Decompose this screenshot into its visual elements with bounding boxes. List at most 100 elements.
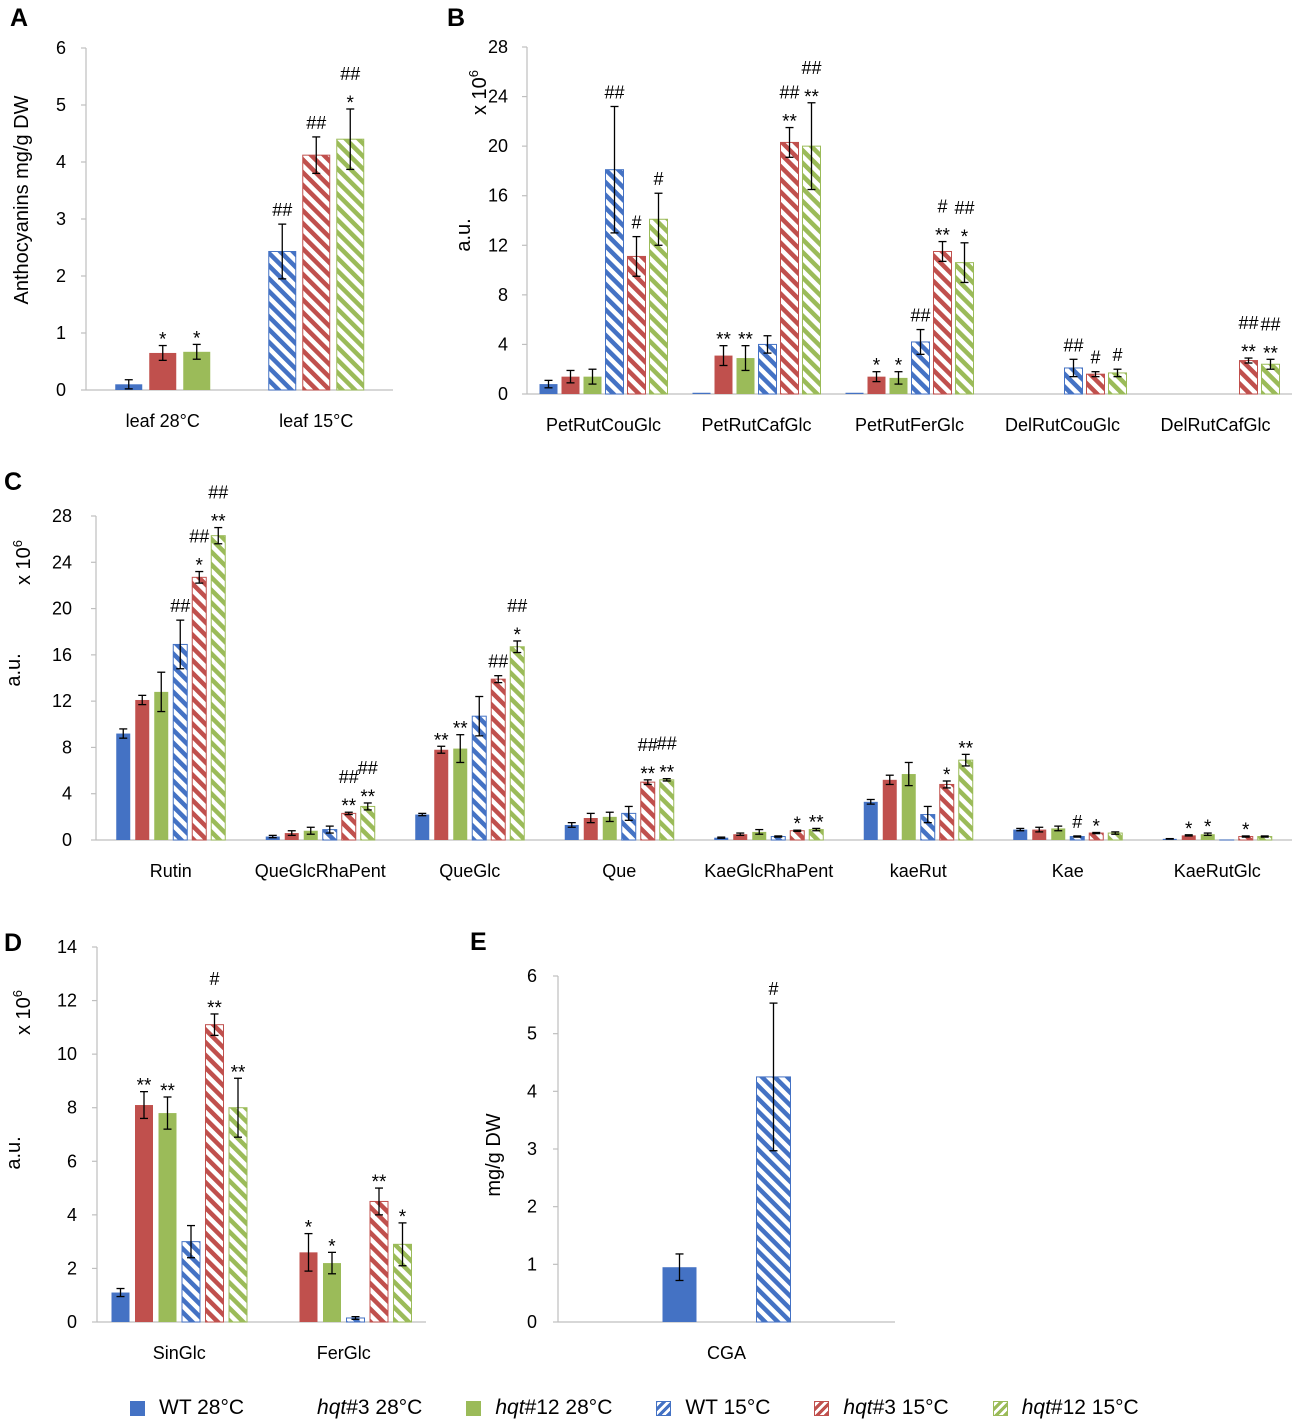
y-tick-label: 14 — [57, 937, 77, 957]
bar-kaerut-wt15 — [920, 805, 936, 841]
significance-hash: ## — [189, 527, 209, 547]
significance-star: * — [943, 765, 951, 786]
bar — [228, 1107, 248, 1323]
legend-label-text: #12 15°C — [1050, 1396, 1139, 1419]
legend-label: WT 28°C — [159, 1396, 244, 1420]
significance-hash: ## — [801, 58, 821, 78]
bar-petrutcouglc-hqt12_15: # — [649, 169, 668, 395]
legend-label-text: #12 28°C — [524, 1396, 613, 1419]
bar-petrutcouglc-wt28 — [539, 379, 558, 394]
significance-hash: ## — [208, 483, 228, 503]
bar — [602, 816, 617, 840]
bar-queglc-hqt3_28: ** — [434, 730, 449, 840]
significance-star: ** — [372, 1172, 387, 1193]
significance-hash: ## — [507, 596, 527, 616]
bar — [1200, 834, 1215, 840]
significance-star: * — [196, 556, 204, 577]
bar — [1051, 828, 1066, 840]
bar-petrutcouglc-hqt12_28 — [583, 368, 602, 394]
significance-star: ** — [640, 764, 655, 785]
significance-star: * — [873, 356, 881, 377]
bar-delrutcouglc-wt15: ## — [1063, 335, 1084, 395]
bar — [158, 1113, 177, 1322]
bar-que-hqt3_15: ** ## — [638, 735, 658, 841]
bar — [867, 376, 886, 394]
bar-leaf15c-hqt3_15: ## — [302, 113, 331, 391]
bar-petrutcafglc-wt28 — [692, 392, 711, 394]
bar-rutin-hqt3_28 — [135, 694, 150, 840]
legend-swatch — [814, 1400, 830, 1416]
y-tick-label: 0 — [56, 380, 66, 400]
bar — [640, 781, 656, 841]
significance-hash: ## — [340, 64, 360, 84]
bar-cga-wt15: # — [756, 979, 791, 1323]
bar — [490, 678, 506, 841]
significance-star: ** — [659, 763, 674, 784]
bar-leaf15c-hqt12_15: * ## — [336, 64, 365, 391]
legend-label-italic: hqt — [317, 1396, 347, 1419]
legend-item-hqt12_15: hqt#12 15°C — [992, 1396, 1139, 1420]
bar-kaerutglc-hqt3_28: * — [1181, 819, 1196, 840]
bar — [561, 376, 580, 394]
bar-rutin-hqt12_28 — [154, 671, 169, 840]
bar-queglc-hqt12_15: * ## — [507, 596, 527, 841]
bar-queglc-hqt3_15: ## — [488, 652, 508, 841]
bar-leaf28c-wt28 — [115, 379, 143, 390]
significance-star: ** — [1241, 342, 1256, 363]
bar-delrutcafglc-hqt3_15: ** ## — [1238, 313, 1259, 395]
bar — [882, 779, 897, 840]
significance-star: ** — [738, 330, 753, 351]
significance-hash: # — [209, 969, 219, 989]
bar-ferglc-hqt3_15: ** — [369, 1172, 389, 1323]
bar-rutin-wt28 — [116, 728, 131, 840]
bar — [752, 831, 767, 840]
legend-swatch — [992, 1400, 1008, 1416]
significance-hash: ## — [488, 652, 508, 672]
significance-star: ** — [360, 787, 375, 808]
y-tick-label: 4 — [527, 1081, 537, 1101]
significance-star: ** — [716, 330, 731, 351]
significance-star: * — [159, 330, 167, 351]
significance-hash: ## — [604, 82, 624, 102]
bar-que-wt28 — [564, 821, 579, 840]
y-tick-label: 28 — [52, 506, 72, 526]
significance-hash: ## — [339, 767, 359, 787]
bar-singlc-wt28 — [111, 1287, 130, 1322]
bar-ferglc-wt15 — [346, 1315, 365, 1323]
significance-star: * — [794, 814, 802, 835]
bar — [135, 1105, 153, 1322]
legend-label: hqt#12 15°C — [1022, 1396, 1139, 1420]
bar-kae-hqt12_28 — [1051, 825, 1066, 840]
bar-kaeglcrhapent-hqt12_28 — [752, 828, 767, 840]
bar-petrutcouglc-hqt3_28 — [561, 369, 580, 394]
y-tick-label: 20 — [52, 599, 72, 619]
significance-hash: ## — [1238, 313, 1258, 333]
bar-kaeglcrhapent-hqt12_15: ** — [808, 812, 824, 841]
legend-label: hqt#3 15°C — [843, 1396, 948, 1420]
significance-star: ** — [809, 812, 824, 833]
bar — [627, 255, 646, 395]
significance-star: ** — [453, 719, 468, 740]
y-tick-label: 20 — [488, 136, 508, 156]
bar — [323, 1263, 341, 1322]
y-tick-label: 0 — [527, 1312, 537, 1332]
bar — [205, 1024, 224, 1323]
bar-kaerutglc-hqt12_15 — [1257, 835, 1273, 841]
legend-label-italic: hqt — [843, 1396, 873, 1419]
x-category-label: Rutin — [150, 861, 192, 881]
bar — [736, 358, 755, 394]
significance-star: ** — [782, 112, 797, 133]
bar — [889, 377, 908, 394]
significance-hash: ## — [910, 306, 930, 326]
bar — [299, 1252, 318, 1322]
y-tick-label: 0 — [67, 1312, 77, 1332]
significance-hash: ## — [358, 758, 378, 778]
bar — [210, 535, 226, 841]
y-tick-label: 24 — [488, 87, 508, 107]
bar-singlc-hqt3_15: ** # — [205, 969, 224, 1323]
y-tick-label: 6 — [56, 38, 66, 58]
bar-queglc-wt28 — [415, 812, 430, 840]
bar — [303, 830, 318, 840]
